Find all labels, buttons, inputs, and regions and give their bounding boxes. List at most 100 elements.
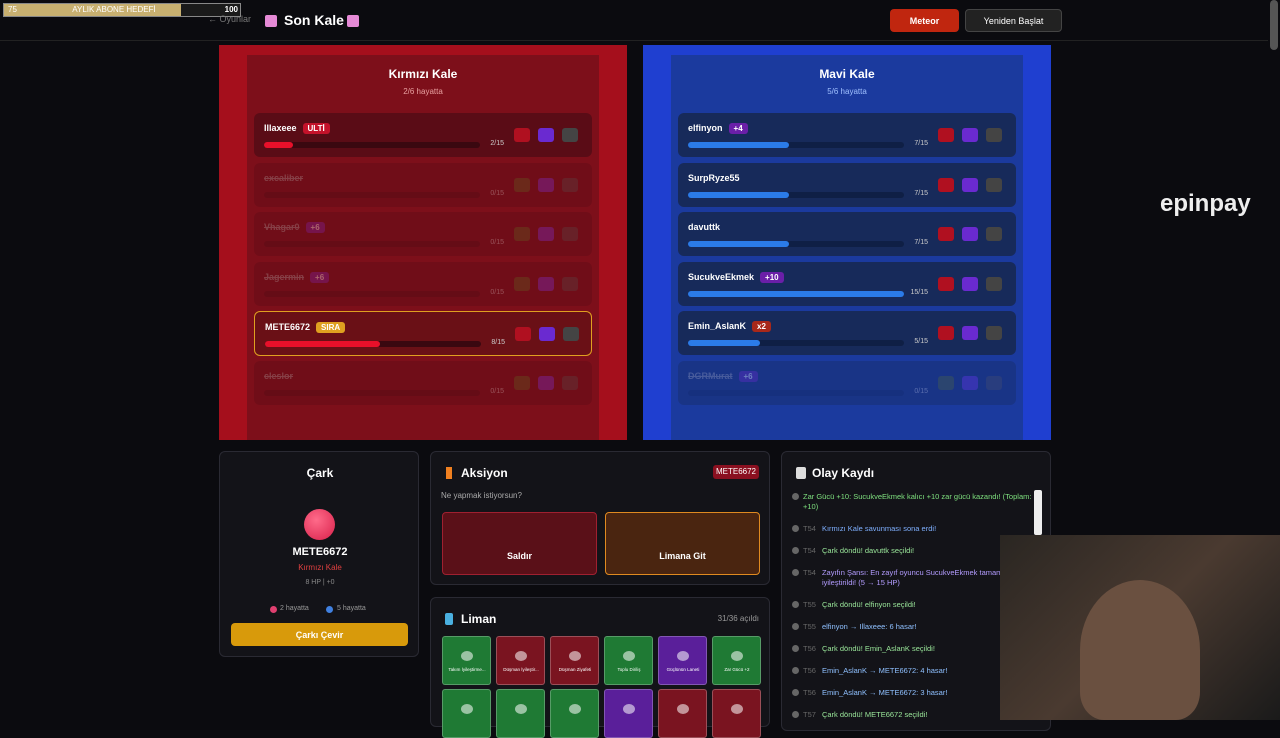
hp-fill [264, 142, 293, 148]
castle-subtitle: 2/6 hayatta [403, 87, 443, 96]
battlement [848, 45, 856, 55]
hp-text: 0/15 [490, 189, 504, 197]
action-icon[interactable] [562, 177, 578, 192]
log-text: Emin_AslanK → METE6672: 3 hasar! [821, 688, 948, 697]
battlement [815, 45, 823, 55]
harbor-card[interactable]: Takım İyileştirme... [442, 636, 491, 685]
log-dot [792, 623, 799, 630]
battlement [468, 45, 476, 55]
battlement [446, 45, 454, 55]
log-text: Çark döndü! Emin_AslanK seçildi! [821, 644, 935, 653]
battlement [369, 45, 377, 55]
log-title: Olay Kaydı [812, 466, 875, 480]
restart-button[interactable]: Yeniden Başlat [965, 9, 1062, 32]
hp-text: 5/15 [914, 338, 928, 345]
action-icon[interactable] [962, 375, 978, 390]
action-icon[interactable] [562, 227, 578, 241]
hp-bar [264, 241, 480, 247]
castle: Kırmızı Kale 2/6 hayatta Illaxeee ULTİ 2/15 e… [219, 45, 627, 440]
battlement [870, 45, 878, 55]
action-icon[interactable] [563, 327, 579, 341]
harbor-card[interactable] [658, 689, 707, 738]
action-icon[interactable] [514, 375, 530, 390]
action-icon[interactable] [538, 375, 554, 390]
log-dot [792, 645, 799, 652]
action-icon[interactable] [538, 177, 554, 192]
action-icon[interactable] [986, 177, 1002, 192]
harbor-button[interactable]: Limana Git [605, 512, 760, 575]
action-icon[interactable] [538, 128, 554, 142]
back-link[interactable]: ← Oyunlar [208, 14, 252, 24]
action-icon[interactable] [515, 327, 531, 341]
harbor-card[interactable]: Düşman İyileştir... [496, 636, 545, 685]
player-name-text: DGRMurat [688, 370, 733, 381]
log-text: elfinyon → Illaxeee: 6 hasar! [821, 622, 917, 631]
harbor-card[interactable]: Güçlünün Laneti [658, 636, 707, 685]
action-icon[interactable] [938, 375, 954, 390]
action-icon[interactable] [962, 276, 978, 291]
action-icon[interactable] [514, 177, 530, 192]
action-icon[interactable] [986, 128, 1002, 142]
player-row: excaliber 0/15 [254, 162, 592, 207]
action-icon[interactable] [962, 128, 978, 142]
attack-button[interactable]: Saldır [442, 512, 597, 575]
player-row: Vhagar0 +6 0/15 [254, 212, 592, 256]
goal-fill [4, 4, 181, 16]
battlement [457, 45, 465, 55]
harbor-card[interactable] [550, 689, 599, 738]
hp-text: 0/15 [490, 387, 504, 395]
log-turn: T55 [803, 622, 816, 631]
harbor-card[interactable] [442, 689, 491, 738]
action-icon[interactable] [538, 227, 554, 241]
action-icon[interactable] [538, 276, 554, 291]
card-icon [731, 704, 743, 714]
hp-fill [688, 340, 760, 346]
log-icon [796, 467, 806, 479]
action-icon[interactable] [986, 375, 1002, 390]
hp-fill [688, 290, 904, 297]
action-icon[interactable] [938, 128, 954, 142]
battlement [435, 45, 443, 55]
action-icon[interactable] [514, 227, 530, 241]
action-icon[interactable] [962, 227, 978, 241]
harbor-card[interactable]: Zar Gücü +2 [712, 636, 761, 685]
hp-bar [688, 142, 904, 148]
action-icon[interactable] [938, 227, 954, 241]
action-icon[interactable] [986, 227, 1002, 241]
action-icon[interactable] [514, 128, 530, 142]
log-entry: T55 Çark döndü! elfinyon seçildi! [792, 594, 1032, 616]
harbor-card[interactable]: Toplu Diriliş [604, 636, 653, 685]
player-row: SucukveEkmek +10 15/15 [678, 261, 1016, 306]
log-text: Çark döndü! elfinyon seçildi! [821, 600, 916, 609]
spin-button[interactable]: Çarkı Çevir [231, 623, 408, 646]
battlement [859, 45, 867, 55]
action-icon[interactable] [938, 326, 954, 340]
action-icon[interactable] [562, 276, 578, 291]
player-row: METE6672 SIRA 8/15 [254, 311, 592, 356]
player-row: elfinyon +4 7/15 [678, 113, 1016, 157]
action-icon[interactable] [986, 326, 1002, 340]
harbor-card[interactable] [496, 689, 545, 738]
action-icon[interactable] [514, 276, 530, 291]
meteor-button[interactable]: Meteor [890, 9, 959, 32]
log-dot [792, 493, 799, 500]
action-icon[interactable] [986, 276, 1002, 291]
action-icon[interactable] [562, 128, 578, 142]
hp-text: 0/15 [490, 288, 504, 296]
player-name-text: elfinyon [688, 123, 723, 133]
harbor-card[interactable] [712, 689, 761, 738]
harbor-title: Liman [461, 612, 497, 626]
action-icon[interactable] [562, 375, 578, 390]
harbor-card[interactable] [604, 689, 653, 738]
action-icon[interactable] [938, 177, 954, 192]
player-name-text: Illaxeee [264, 123, 297, 133]
wheel-ball [304, 509, 335, 540]
hp-fill [688, 142, 789, 148]
harbor-card[interactable]: Düşman Ziyafeti [550, 636, 599, 685]
player-name: SucukveEkmek +10 [688, 271, 908, 286]
action-icon[interactable] [962, 326, 978, 340]
action-icon[interactable] [539, 327, 555, 341]
action-icon[interactable] [962, 177, 978, 192]
log-dot [792, 667, 799, 674]
action-icon[interactable] [938, 276, 954, 291]
